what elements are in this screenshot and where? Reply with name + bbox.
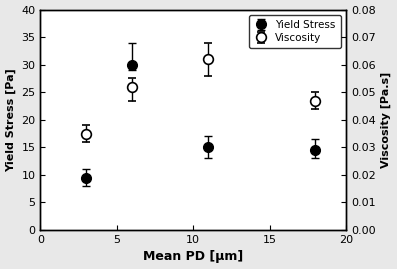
Y-axis label: Viscosity [Pa.s]: Viscosity [Pa.s]: [381, 72, 391, 168]
Y-axis label: Yield Stress [Pa]: Yield Stress [Pa]: [6, 68, 16, 172]
Legend: Yield Stress, Viscosity: Yield Stress, Viscosity: [249, 15, 341, 48]
X-axis label: Mean PD [μm]: Mean PD [μm]: [143, 250, 243, 263]
